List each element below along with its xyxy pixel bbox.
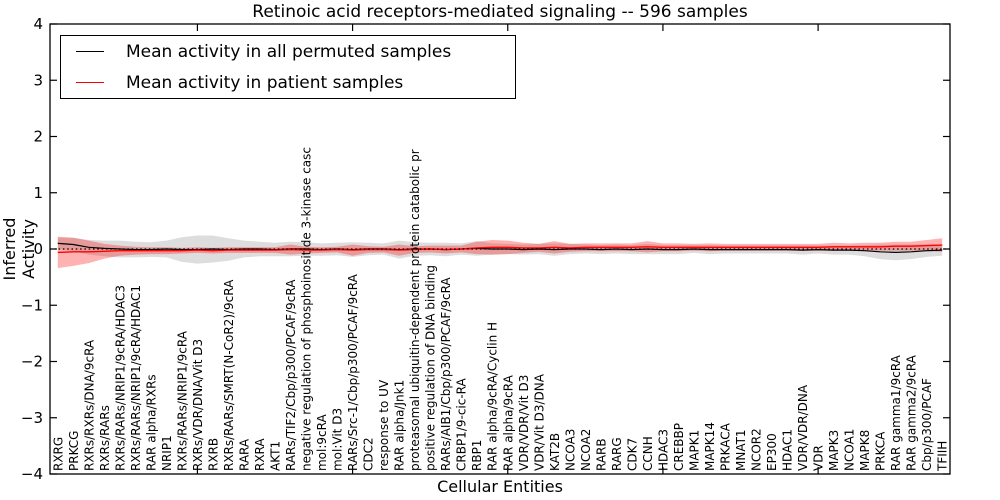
x-tick-label: RXRs/RARs/SMRT(N-CoR2)/9cRA: [222, 279, 236, 471]
x-tick-label: RXRs/RARs: [98, 405, 112, 471]
x-tick-label: mol:Vit D3: [331, 408, 345, 471]
y-tick-label: −2: [21, 353, 43, 371]
x-tick-label: CDK7: [625, 438, 639, 471]
x-tick-label: RAR gamma2/9cRA: [905, 354, 919, 471]
x-tick-label: RAR alpha/9cRA/Cyclin H: [486, 322, 500, 471]
x-tick-label: RXRs/RARs/NRIP1/9cRA: [175, 330, 189, 471]
legend: Mean activity in all permuted samples Me…: [60, 35, 516, 99]
y-tick-label: 4: [33, 15, 43, 33]
x-tick-label: MAPK8: [858, 430, 872, 471]
legend-entry: Mean activity in all permuted samples: [61, 36, 515, 67]
chart-title: Retinoic acid receptors-mediated signali…: [252, 2, 748, 22]
y-tick-label: −1: [21, 296, 43, 314]
legend-swatch-permuted: [76, 51, 104, 52]
x-tick-label: MNAT1: [734, 429, 748, 471]
x-tick-label: RXRG: [51, 437, 65, 471]
x-tick-label: RXRs/RARs/NRIP1/9cRA/HDAC1: [129, 285, 143, 471]
x-tick-label: mol:9cRA: [315, 414, 329, 471]
patient-mean-line: [57, 244, 943, 254]
x-tick-label: VDR/VDR/DNA: [796, 384, 810, 471]
y-tick-label: −3: [21, 409, 43, 427]
x-tick-label: CREBBP: [672, 423, 686, 471]
patient-band: [57, 236, 943, 269]
x-tick-label: KAT2B: [548, 433, 562, 471]
x-tick-label: response to UV: [377, 379, 391, 471]
x-tick-label: RARG: [610, 437, 624, 471]
x-tick-label: PRKACA: [719, 422, 733, 471]
x-tick-label: RARs/AIB1/Cbp/p300/PCAF/9cRA: [439, 277, 453, 471]
x-tick-label: PRKCA: [874, 431, 888, 471]
x-tick-label: CRBP1/9-cic-RA: [455, 377, 469, 471]
x-tick-label: HDAC1: [781, 429, 795, 471]
x-tick-label: RAR alpha/9cRA: [501, 374, 515, 471]
x-tick-label: RXRs/VDR/DNA/Vit D3: [191, 339, 205, 471]
x-tick-label: RAR alpha/RXRs: [144, 374, 158, 471]
x-tick-label: negative regulation of phosphoinositide …: [300, 147, 314, 471]
y-tick-label: 1: [33, 184, 43, 202]
x-tick-label: AKT1: [269, 441, 283, 471]
x-tick-label: RARB: [594, 438, 608, 471]
x-tick-label: MAPK3: [827, 430, 841, 471]
x-tick-label: NCOR2: [750, 428, 764, 471]
legend-entry: Mean activity in patient samples: [61, 67, 515, 98]
x-tick-label: RARs/Src-1/Cbp/p300/PCAF/9cRA: [346, 273, 360, 471]
x-tick-label: CDC2: [362, 437, 376, 471]
legend-swatch-patient: [76, 82, 104, 83]
x-tick-label: NCOA1: [843, 429, 857, 471]
x-tick-label: EP300: [765, 433, 779, 471]
x-tick-label: NRIP1: [160, 435, 174, 471]
x-tick-label: CCNH: [641, 436, 655, 471]
x-tick-label: TFIIH: [936, 441, 950, 472]
x-tick-label: RAR alpha/Jnk1: [393, 380, 407, 471]
y-axis-label: Inferred Activity: [0, 217, 38, 281]
x-axis-label: Cellular Entities: [437, 477, 563, 496]
x-tick-label: PRKCG: [67, 431, 81, 471]
x-tick-label: RARA: [237, 438, 251, 471]
x-tick-label: RXRB: [206, 438, 220, 471]
x-tick-label: RXRs/RXRs/DNA/9cRA: [82, 339, 96, 471]
x-tick-label: RAR gamma1/9cRA: [889, 354, 903, 471]
x-tick-label: VDR/Vit D3/DNA: [532, 373, 546, 471]
x-tick-label: NCOA3: [563, 429, 577, 471]
legend-label-permuted: Mean activity in all permuted samples: [126, 41, 452, 62]
x-tick-label: RXRs/RARs/NRIP1/9cRA/HDAC3: [113, 285, 127, 471]
x-tick-label: HDAC3: [656, 429, 670, 471]
x-tick-label: NCOA2: [579, 429, 593, 471]
x-tick-label: MAPK14: [703, 422, 717, 471]
x-tick-label: RARs/TIF2/Cbp/p300/PCAF/9cRA: [284, 279, 298, 471]
x-tick-label: proteasomal ubiquitin-dependent protein …: [408, 149, 422, 471]
x-tick-label: VDR: [812, 445, 826, 471]
legend-label-patient: Mean activity in patient samples: [126, 72, 404, 93]
x-tick-label: positive regulation of DNA binding: [424, 265, 438, 471]
x-tick-label: Cbp/p300/PCAF: [920, 378, 934, 471]
x-tick-label: RXRA: [253, 438, 267, 471]
y-tick-label: 0: [33, 240, 43, 258]
x-tick-label: RBP1: [470, 440, 484, 471]
y-tick-label: −4: [21, 465, 43, 483]
y-tick-label: 2: [33, 128, 43, 146]
x-tick-label: MAPK1: [687, 430, 701, 471]
x-tick-label: VDR/VDR/Vit D3: [517, 375, 531, 471]
y-tick-label: 3: [33, 71, 43, 89]
